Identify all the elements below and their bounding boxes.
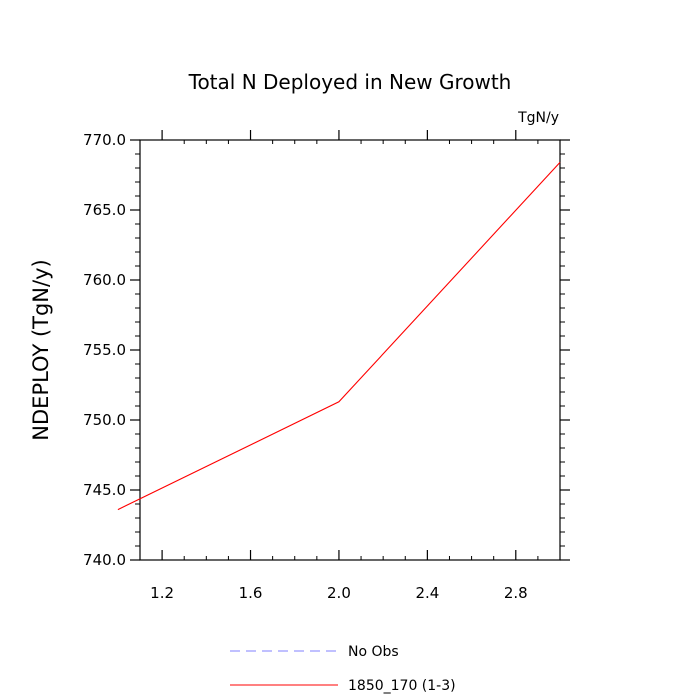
y-tick-label: 760.0 <box>83 271 126 289</box>
x-tick-label: 2.8 <box>504 584 528 602</box>
x-tick-label: 1.6 <box>239 584 263 602</box>
legend: No Obs 1850_170 (1-3) <box>230 644 456 694</box>
y-tick-label: 750.0 <box>83 411 126 429</box>
legend-label: 1850_170 (1-3) <box>348 678 456 694</box>
y-tick-label: 765.0 <box>83 201 126 219</box>
plot-frame <box>139 139 561 561</box>
x-tick-label: 2.0 <box>327 584 351 602</box>
x-tick-label: 1.2 <box>150 584 174 602</box>
y-axis-label: NDEPLOY (TgN/y) <box>29 259 53 440</box>
chart-title: Total N Deployed in New Growth <box>188 70 512 94</box>
y-tick-label: 770.0 <box>83 131 126 149</box>
series-line <box>117 162 561 511</box>
units-label: TgN/y <box>517 110 559 126</box>
y-tick-label: 740.0 <box>83 551 126 569</box>
x-tick-label: 2.4 <box>415 584 439 602</box>
plot-lines <box>117 162 561 511</box>
axes: 1.2 1.6 2.0 2.4 2.8 740.0 745.0 750.0 755.0 760.0… <box>83 130 570 602</box>
y-tick-label: 745.0 <box>83 481 126 499</box>
y-tick-label: 755.0 <box>83 341 126 359</box>
legend-label: No Obs <box>348 644 399 660</box>
